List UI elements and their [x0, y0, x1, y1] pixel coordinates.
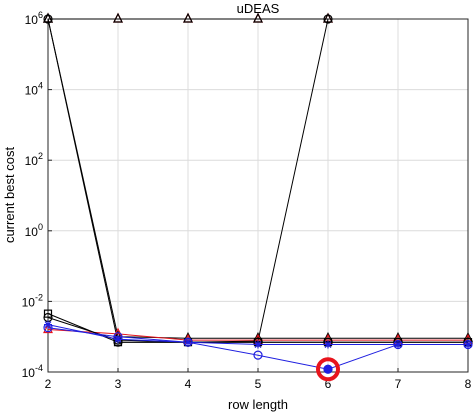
x-tick-label: 4 [185, 377, 192, 391]
x-tick-label: 3 [115, 377, 122, 391]
axis-ticks: 2 3 4 5 6 7 8 106 104 102 100 10-2 10-4 [22, 10, 472, 391]
data-point-triangle [253, 12, 263, 23]
chart-title: uDEAS [237, 1, 280, 16]
data-point-cross [254, 340, 262, 349]
y-tick-label: 102 [25, 151, 43, 168]
y-axis-label: current best cost [2, 147, 17, 243]
x-tick-label: 8 [465, 377, 472, 391]
data-point-circle [253, 350, 263, 360]
data-point-circle [393, 339, 403, 350]
data-point-cross [114, 335, 122, 344]
best-point-marker [323, 364, 333, 374]
highlight-layer [316, 357, 340, 382]
data-point-triangle [43, 323, 53, 334]
x-tick-label: 2 [45, 377, 52, 391]
y-tick-label: 10-2 [22, 292, 43, 309]
y-tick-label: 100 [25, 222, 43, 239]
best-point-highlight-ring [316, 357, 340, 382]
data-point-circle [43, 323, 53, 333]
data-point-circle [323, 14, 333, 24]
data-point-triangle [43, 12, 53, 23]
data-point-cross [44, 320, 52, 329]
x-axis-label: row length [228, 397, 288, 412]
y-tick-label: 10-4 [22, 363, 43, 380]
data-point-circle [183, 337, 193, 347]
data-point-triangle [183, 12, 193, 23]
data-point-circle [113, 332, 123, 342]
series-line [47, 327, 468, 370]
data-point-triangle [323, 12, 333, 23]
data-point-cross [324, 340, 332, 349]
x-tick-label: 5 [255, 377, 262, 391]
x-tick-label: 6 [325, 377, 332, 391]
data-point-circle [463, 339, 473, 350]
data-point-triangle [113, 12, 123, 23]
x-tick-label: 7 [395, 377, 402, 391]
series-layer [43, 12, 473, 374]
data-point-square [43, 309, 53, 318]
y-tick-label: 104 [25, 81, 43, 98]
y-tick-label: 106 [25, 10, 43, 27]
